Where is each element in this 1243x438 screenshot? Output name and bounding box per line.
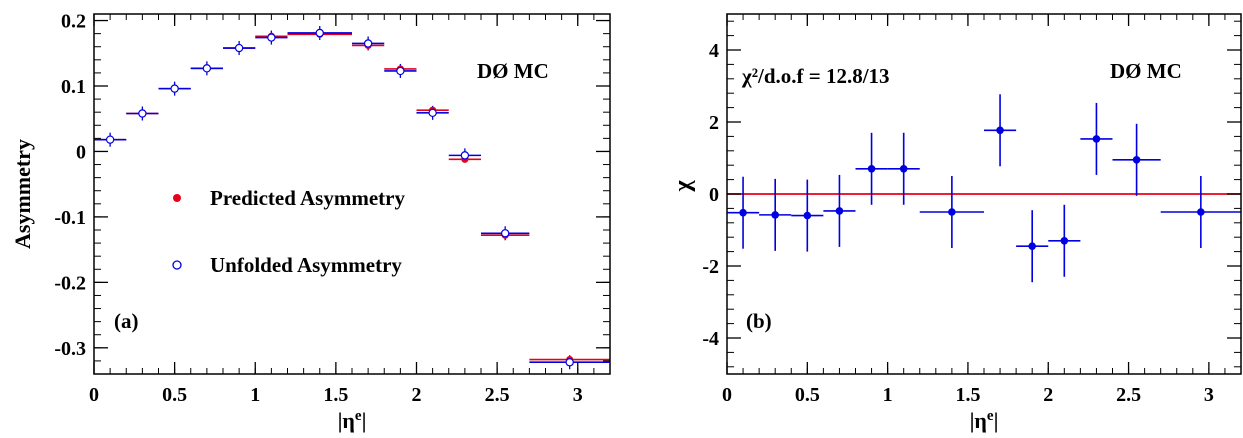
unfolded-point bbox=[138, 109, 147, 118]
asymmetry-y-tick-label: 0.2 bbox=[61, 11, 86, 33]
legend-predicted-marker bbox=[173, 194, 181, 202]
chi-square-annotation: χ²/d.o.f = 12.8/13 bbox=[741, 64, 890, 88]
unfolded-point bbox=[105, 135, 115, 144]
chi-point bbox=[803, 211, 812, 220]
chi-point bbox=[1092, 135, 1101, 143]
chi-point bbox=[1132, 156, 1141, 164]
chi-y-tick-label: 4 bbox=[709, 40, 719, 62]
chi-y-tick-label: 2 bbox=[709, 112, 719, 134]
asymmetry-plot-area bbox=[94, 25, 610, 370]
unfolded-point bbox=[234, 43, 244, 53]
chi-point bbox=[996, 126, 1004, 135]
chi-x-axis: 0 0.5 1 1.5 2 2.5 3 bbox=[722, 14, 1242, 406]
chi-point bbox=[835, 207, 844, 215]
asymmetry-y-tick-label: -0.2 bbox=[54, 272, 86, 294]
legend-unfolded-marker bbox=[172, 260, 182, 270]
unfolded-point bbox=[363, 39, 373, 48]
chi-x-tick-label: 3 bbox=[1204, 384, 1214, 406]
unfolded-point bbox=[396, 66, 405, 76]
unfolded-point bbox=[170, 84, 179, 93]
asymmetry-panel: 0 0.5 1 1.5 2 2.5 3 -0.3 -0.2 -0.1 0 0.1 0.2 Asymme… bbox=[10, 11, 611, 433]
asymmetry-x-tick-label: 1.5 bbox=[323, 384, 348, 406]
asymmetry-y-tick-label: -0.3 bbox=[54, 338, 86, 360]
chi-y-tick-label: -2 bbox=[702, 256, 719, 278]
chi-experiment-label: DØ MC bbox=[1110, 59, 1182, 83]
asymmetry-x-tick-label: 1 bbox=[250, 384, 260, 406]
chi-panel: 0 0.5 1 1.5 2 2.5 3 -4 -2 0 2 4 χ |ηe| DØ MC χ²/d.… bbox=[670, 13, 1242, 433]
chi-point bbox=[867, 165, 876, 173]
chi-y-tick-label: 0 bbox=[709, 184, 719, 206]
chi-point bbox=[1197, 208, 1205, 216]
legend-unfolded-label: Unfolded Asymmetry bbox=[210, 253, 402, 277]
chi-x-tick-label: 2.5 bbox=[1116, 384, 1141, 406]
unfolded-point bbox=[460, 151, 470, 160]
chi-point bbox=[1028, 242, 1036, 250]
asymmetry-y-tick-label: 0.1 bbox=[61, 76, 86, 98]
chi-y-axis-title: χ bbox=[670, 180, 696, 193]
chi-point bbox=[948, 208, 956, 216]
unfolded-point bbox=[500, 229, 510, 238]
asymmetry-x-tick-label: 0.5 bbox=[162, 384, 187, 406]
chi-x-tick-label: 2 bbox=[1043, 384, 1053, 406]
chi-point bbox=[739, 208, 747, 217]
chi-y-tick-label: -4 bbox=[702, 328, 719, 350]
chi-point bbox=[1060, 237, 1069, 245]
chi-point bbox=[771, 211, 779, 219]
asymmetry-x-tick-label: 2 bbox=[412, 384, 422, 406]
asymmetry-y-tick-label: -0.1 bbox=[54, 207, 86, 229]
chi-x-axis-title: |ηe| bbox=[970, 408, 999, 433]
chi-x-tick-label: 0 bbox=[722, 384, 732, 406]
unfolded-point bbox=[267, 33, 276, 42]
unfolded-point bbox=[315, 28, 324, 38]
chi-point bbox=[899, 165, 908, 173]
unfolded-point bbox=[565, 358, 574, 367]
chi-y-axis: -4 -2 0 2 4 bbox=[702, 20, 1241, 368]
asymmetry-legend: Predicted Asymmetry Unfolded Asymmetry bbox=[172, 186, 405, 277]
asymmetry-y-axis-title: Asymmetry bbox=[10, 139, 35, 249]
asymmetry-x-axis-title: |ηe| bbox=[338, 408, 367, 433]
chi-x-tick-label: 1.5 bbox=[955, 384, 980, 406]
chi-plot-area bbox=[727, 94, 1241, 283]
asymmetry-y-tick-label: 0 bbox=[76, 141, 86, 163]
asymmetry-x-tick-label: 0 bbox=[89, 384, 99, 406]
chi-x-tick-label: 0.5 bbox=[795, 384, 820, 406]
chi-x-tick-label: 1 bbox=[883, 384, 893, 406]
asymmetry-y-axis: -0.3 -0.2 -0.1 0 0.1 0.2 bbox=[54, 11, 610, 375]
asymmetry-experiment-label: DØ MC bbox=[477, 59, 549, 83]
legend-predicted-label: Predicted Asymmetry bbox=[210, 186, 405, 210]
unfolded-point bbox=[428, 108, 437, 118]
asymmetry-x-tick-label: 2.5 bbox=[485, 384, 510, 406]
asymmetry-x-axis: 0 0.5 1 1.5 2 2.5 3 bbox=[89, 14, 611, 406]
unfolded-point bbox=[202, 64, 212, 73]
chi-panel-label: (b) bbox=[746, 309, 772, 333]
asymmetry-x-tick-label: 3 bbox=[573, 384, 583, 406]
asymmetry-panel-label: (a) bbox=[114, 309, 139, 333]
